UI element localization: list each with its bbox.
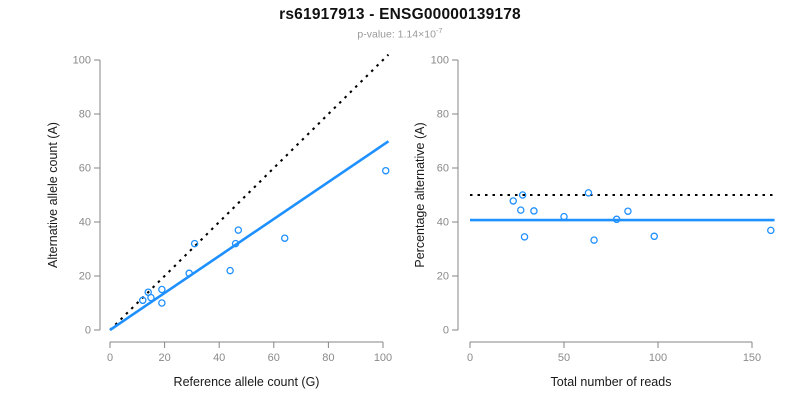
data-point [517,206,525,214]
fit-line [109,140,390,332]
x-tick-label: 20 [158,352,170,364]
y-tick-label: 0 [85,325,91,337]
x-tick-label: 50 [558,352,570,364]
data-point [185,269,193,278]
data-point [520,233,529,241]
plot-title: rs61917913 - ENSG00000139178 [279,6,521,23]
y-axis-title: Percentage alternative (A) [413,122,427,267]
data-point [530,207,538,215]
data-point [584,189,593,197]
p-value-subtitle: p-value: 1.14×10-7 [0,26,800,41]
data-point [590,236,598,244]
x-tick-label: 150 [743,352,761,364]
data-point [190,239,199,248]
y-tick-label: 100 [431,55,449,67]
y-tick-label: 20 [79,271,91,283]
y-tick-label: 60 [79,163,91,175]
y-axis-title: Alternative allele count (A) [46,122,60,268]
p-value-exponent: -7 [435,26,443,35]
p-value-text: p-value: 1.14×10 [357,28,436,41]
x-tick-label: 60 [268,352,280,364]
y-tick-label: 100 [73,55,91,67]
y-tick-label: 60 [437,163,449,175]
y-tick-label: 40 [79,217,91,229]
x-tick-label: 100 [374,352,392,364]
data-point [234,226,243,234]
data-point [139,296,147,305]
data-point [158,285,166,294]
x-tick-label: 0 [107,352,113,364]
data-point [158,299,166,307]
data-point [767,226,775,235]
x-axis-title: Total number of reads [551,375,672,389]
y-tick-label: 20 [437,271,449,283]
x-tick-label: 100 [649,352,667,364]
data-point [280,234,289,242]
data-point [509,197,517,205]
identity-line [109,53,390,331]
y-tick-label: 80 [79,109,91,121]
allele-counts-scatter: 0 20 40 60 80 100 0 20 40 60 80 100 Reference allele… [46,53,392,389]
data-point [231,239,240,248]
data-point [560,212,568,221]
data-point [624,207,632,215]
data-point [612,215,621,224]
data-point [226,266,234,275]
y-tick-label: 40 [437,217,449,229]
x-tick-label: 40 [213,352,225,364]
data-point [518,191,527,199]
data-point [381,166,390,175]
data-point [147,293,155,302]
percentage-alternative-scatter: 0 20 40 60 80 100 0 50 100 150 Total number of rea… [413,55,775,389]
x-axis-title: Reference allele count (G) [174,375,320,389]
y-tick-label: 0 [443,325,449,337]
data-point [650,232,658,241]
x-tick-label: 80 [322,352,334,364]
y-tick-label: 80 [437,109,449,121]
x-tick-label: 0 [467,352,473,364]
